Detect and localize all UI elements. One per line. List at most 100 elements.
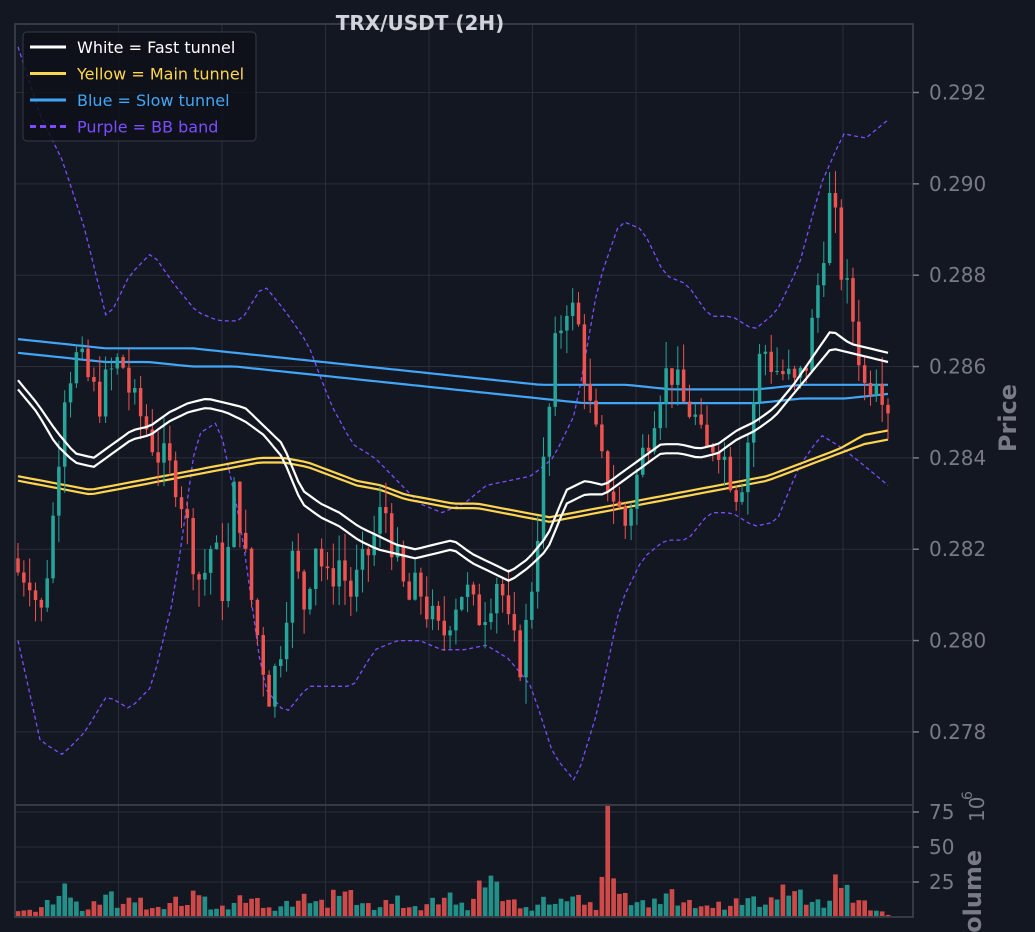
candle-body bbox=[804, 367, 809, 371]
candle-body bbox=[232, 481, 236, 547]
slow-tunnel-upper bbox=[17, 338, 888, 391]
candle-body bbox=[208, 549, 213, 573]
candle-body bbox=[86, 348, 90, 378]
volume-bar bbox=[552, 903, 558, 917]
volume-bar bbox=[844, 884, 850, 917]
candle-down bbox=[646, 434, 651, 465]
legend-label-slow: Blue = Slow tunnel bbox=[77, 91, 230, 110]
candle-body bbox=[384, 506, 388, 514]
candle-down bbox=[588, 358, 592, 414]
candle-up bbox=[483, 602, 487, 649]
candle-body bbox=[314, 548, 318, 590]
volume-bar bbox=[716, 901, 722, 917]
candle-body bbox=[465, 584, 470, 598]
candle-body bbox=[454, 609, 458, 631]
candle-up bbox=[232, 477, 236, 548]
candle-up bbox=[203, 548, 207, 596]
volume-bar bbox=[558, 898, 564, 917]
candle-body bbox=[506, 595, 511, 615]
volume-bar bbox=[330, 889, 336, 917]
candle-body bbox=[827, 193, 832, 264]
candle-body bbox=[746, 442, 750, 493]
volume-bar bbox=[225, 909, 231, 917]
candle-up bbox=[115, 353, 120, 375]
candle-body bbox=[378, 506, 382, 534]
volume-bar bbox=[272, 910, 278, 917]
volume-bar bbox=[768, 897, 774, 917]
candle-up bbox=[786, 349, 791, 380]
candle-body bbox=[880, 383, 884, 405]
volume-bar bbox=[313, 901, 319, 917]
candle-down bbox=[471, 581, 476, 606]
volume-bar bbox=[120, 903, 126, 917]
volume-bar bbox=[97, 904, 103, 917]
candle-body bbox=[775, 370, 779, 372]
volume-bar bbox=[786, 895, 792, 917]
candle-body bbox=[290, 550, 295, 623]
volume-bar bbox=[295, 900, 301, 917]
volume-bar bbox=[447, 892, 453, 917]
volume-exponent-label: 10 bbox=[965, 797, 989, 822]
candle-body bbox=[553, 333, 557, 407]
volume-bar bbox=[103, 894, 108, 917]
candle-down bbox=[185, 501, 190, 545]
volume-bar bbox=[383, 900, 389, 917]
candle-up bbox=[273, 663, 277, 718]
candle-body bbox=[769, 351, 773, 372]
candle-down bbox=[325, 552, 330, 580]
candle-down bbox=[22, 560, 26, 597]
volume-bar bbox=[354, 904, 359, 917]
candle-body bbox=[641, 447, 645, 475]
candle-body bbox=[349, 580, 353, 597]
candle-up bbox=[565, 305, 569, 354]
candle-up bbox=[460, 596, 464, 612]
volume-bar bbox=[190, 890, 196, 917]
candle-body bbox=[395, 545, 400, 558]
candle-down bbox=[576, 292, 581, 327]
candle-down bbox=[121, 354, 125, 370]
candle-body bbox=[705, 424, 709, 447]
candle-body bbox=[816, 285, 820, 318]
volume-grid bbox=[15, 805, 913, 917]
volume-bar bbox=[325, 907, 330, 917]
volume-bar bbox=[511, 899, 517, 917]
candle-down bbox=[716, 445, 721, 474]
volume-bar bbox=[167, 903, 173, 917]
volume-bar bbox=[722, 909, 727, 917]
candle-up bbox=[495, 577, 499, 634]
bb-band-lines bbox=[17, 46, 889, 781]
candle-body bbox=[687, 401, 692, 417]
candle-body bbox=[786, 368, 791, 375]
candle-up bbox=[810, 309, 814, 372]
candle-up bbox=[629, 502, 633, 541]
candle-body bbox=[343, 560, 347, 581]
volume-tick-label: 50 bbox=[929, 835, 954, 859]
volume-bar bbox=[366, 903, 371, 917]
volume-bar bbox=[757, 906, 762, 917]
volume-bar bbox=[745, 898, 751, 917]
candle-down bbox=[851, 267, 855, 344]
volume-bar bbox=[873, 910, 879, 917]
volume-bar bbox=[482, 887, 488, 917]
candle-up bbox=[465, 572, 470, 613]
candle-body bbox=[214, 542, 219, 550]
candle-down bbox=[173, 451, 178, 507]
candle-up bbox=[372, 515, 376, 566]
candle-body bbox=[530, 591, 534, 620]
volume-bar bbox=[868, 910, 873, 917]
candle-body bbox=[22, 572, 26, 583]
candle-down bbox=[681, 344, 686, 403]
candle-body bbox=[238, 481, 242, 533]
volume-bar bbox=[231, 902, 237, 917]
candle-down bbox=[191, 508, 195, 591]
volume-bar bbox=[342, 891, 348, 917]
price-tick-label: 0.286 bbox=[929, 355, 986, 379]
candle-body bbox=[605, 451, 610, 492]
candle-body bbox=[722, 456, 727, 460]
volume-bar bbox=[687, 899, 692, 917]
volume-bar bbox=[307, 903, 313, 917]
volume-bar bbox=[109, 891, 114, 917]
volume-bar bbox=[763, 904, 768, 917]
volume-bar bbox=[436, 904, 441, 917]
candle-body bbox=[617, 501, 622, 507]
